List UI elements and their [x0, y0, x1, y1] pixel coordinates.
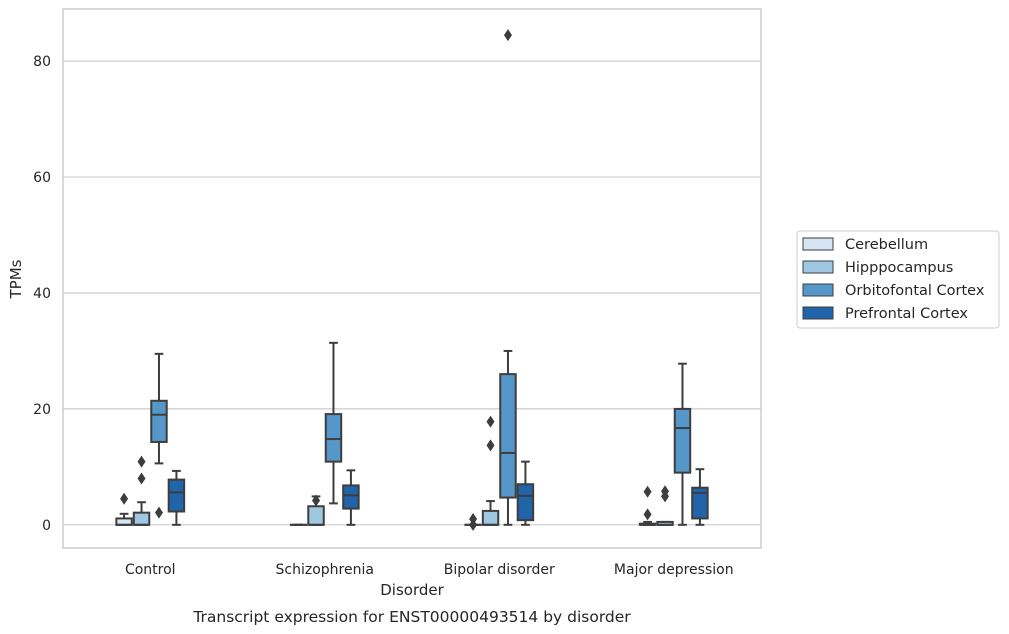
legend-swatch: [802, 237, 834, 251]
box-body: [342, 484, 360, 510]
x-tick-label: Bipolar disorder: [444, 562, 555, 578]
chart-caption: Transcript expression for ENST0000049351…: [192, 608, 631, 626]
box: [656, 485, 674, 526]
legend-label: Prefrontal Cortex: [845, 306, 968, 322]
legend-label: Orbitofontal Cortex: [845, 283, 985, 299]
box-body: [691, 486, 709, 520]
box: [115, 492, 133, 526]
box: [342, 469, 360, 526]
outlier-point: [154, 506, 163, 519]
box: [132, 455, 151, 526]
legend-label: Hipppocampus: [845, 260, 953, 276]
box-body: [481, 509, 500, 526]
box: [516, 460, 535, 526]
box: [167, 469, 186, 526]
box-body: [132, 511, 151, 526]
box-body: [167, 478, 186, 513]
y-tick-label: 20: [33, 402, 51, 418]
gridlines: [63, 60, 761, 526]
outlier-point: [120, 492, 129, 505]
legend: Cerebellum Hipppocampus Orbitofontal Corte…: [796, 230, 1000, 329]
outlier-point: [469, 513, 478, 526]
box-body: [673, 407, 692, 474]
box: [691, 468, 709, 526]
outlier-point: [643, 485, 652, 498]
box: [499, 29, 517, 526]
x-tick-label: Control: [125, 562, 176, 578]
outlier-point: [312, 494, 321, 507]
box: [150, 352, 168, 519]
y-tick-label: 80: [33, 54, 51, 70]
x-tick-label: Schizophrenia: [276, 562, 374, 578]
x-tick-label: Major depression: [614, 562, 734, 578]
outlier-point: [503, 29, 512, 42]
box: [464, 513, 482, 531]
legend-swatch: [802, 283, 834, 297]
x-axis-ticks: Control Schizophrenia Bipolar disorder Majo…: [125, 562, 734, 578]
legend-swatch: [802, 260, 834, 274]
plot-area: [115, 29, 709, 531]
legend-frame: [796, 230, 1000, 329]
outlier-point: [137, 455, 146, 468]
box: [307, 494, 325, 526]
box-body: [516, 483, 535, 522]
legend-swatch: [802, 306, 834, 320]
y-axis-label: TPMs: [7, 259, 25, 299]
box-body: [324, 413, 343, 463]
box-body: [499, 373, 517, 499]
box: [324, 341, 343, 505]
x-axis-label: Disorder: [380, 581, 444, 599]
box-body: [307, 505, 325, 526]
box-body: [150, 399, 168, 443]
outlier-point: [486, 439, 495, 452]
y-tick-label: 0: [42, 518, 51, 534]
box: [673, 362, 692, 526]
y-axis-ticks: 0 20 40 60 80: [33, 54, 51, 534]
outlier-point: [661, 485, 670, 498]
outlier-point: [137, 472, 146, 485]
y-tick-label: 40: [33, 286, 51, 302]
box: [481, 415, 500, 526]
legend-label: Cerebellum: [845, 237, 928, 253]
box: [638, 485, 657, 526]
y-tick-label: 60: [33, 170, 51, 186]
plot-frame: [62, 8, 762, 549]
outlier-point: [486, 415, 495, 428]
outlier-point: [643, 508, 652, 521]
legend-items: Cerebellum Hipppocampus Orbitofontal Corte…: [802, 237, 985, 322]
